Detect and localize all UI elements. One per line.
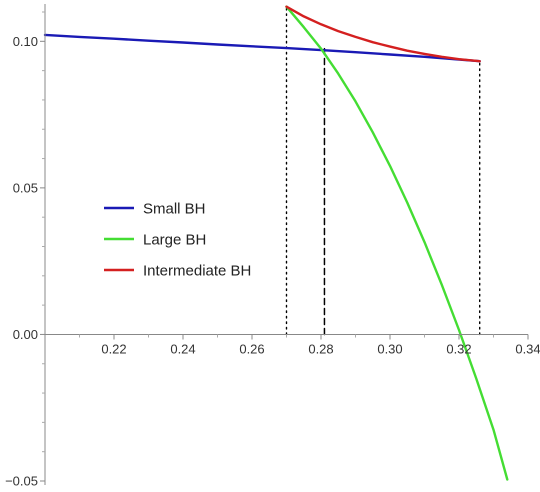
y-tick-label: 0.05	[13, 180, 38, 195]
legend-label-intermediate-bh: Intermediate BH	[143, 263, 251, 280]
x-tick-label: 0.22	[101, 341, 126, 356]
reference-lines-layer	[285, 6, 481, 336]
series-line-small-bh	[43, 33, 481, 63]
y-tick-label: 0.00	[13, 327, 38, 342]
series-layer	[43, 5, 509, 481]
x-tick-label: 0.26	[239, 341, 264, 356]
legend-label-small-bh: Small BH	[143, 201, 206, 218]
x-tick-label: 0.34	[515, 341, 540, 356]
series-line-large-bh	[285, 5, 509, 481]
x-tick-label: 0.30	[377, 341, 402, 356]
x-tick-label: 0.28	[308, 341, 333, 356]
y-tick-label: 0.10	[13, 34, 38, 49]
x-tick-label: 0.24	[170, 341, 195, 356]
legend: Small BH Large BH Intermediate BH	[104, 201, 251, 280]
series-line-intermediate-bh	[285, 5, 481, 63]
x-tick-label: 0.32	[446, 341, 471, 356]
axes-layer: 0.22 0.24 0.26 0.28 0.30 0.32 0.34 −0.05 0.00 0.0…	[5, 4, 540, 489]
legend-label-large-bh: Large BH	[143, 232, 206, 249]
y-tick-label: −0.05	[5, 474, 38, 489]
